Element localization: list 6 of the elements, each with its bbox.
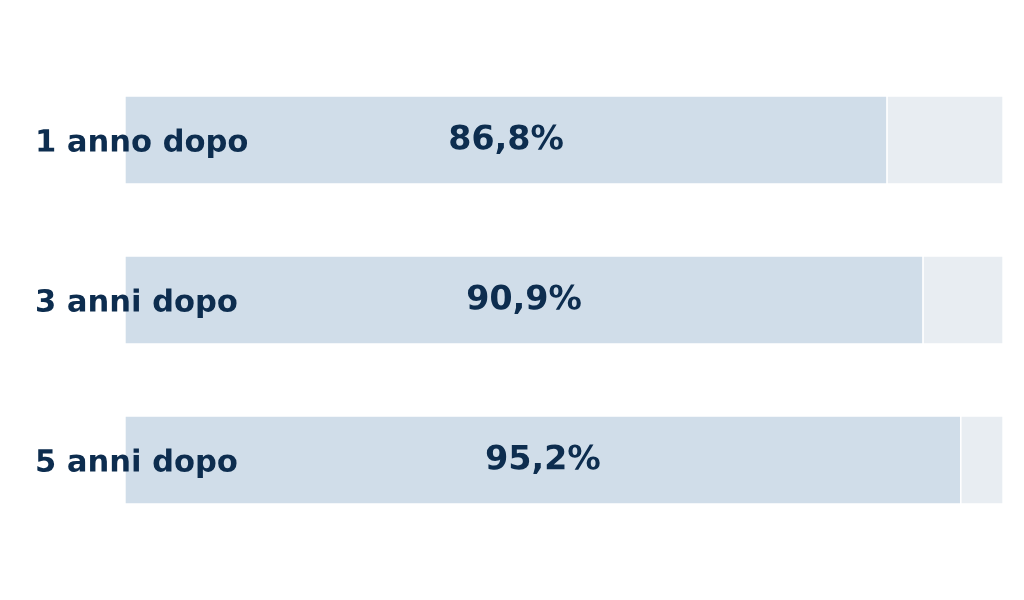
- data-label: 95,2%: [486, 444, 600, 474]
- y-tick-label: 3 anni dopo: [37, 288, 237, 318]
- y-tick-label: 5 anni dopo: [37, 448, 237, 478]
- y-tick-label: 1 anno dopo: [38, 128, 248, 158]
- data-label: 90,9%: [467, 284, 581, 314]
- data-label: 86,8%: [450, 124, 563, 154]
